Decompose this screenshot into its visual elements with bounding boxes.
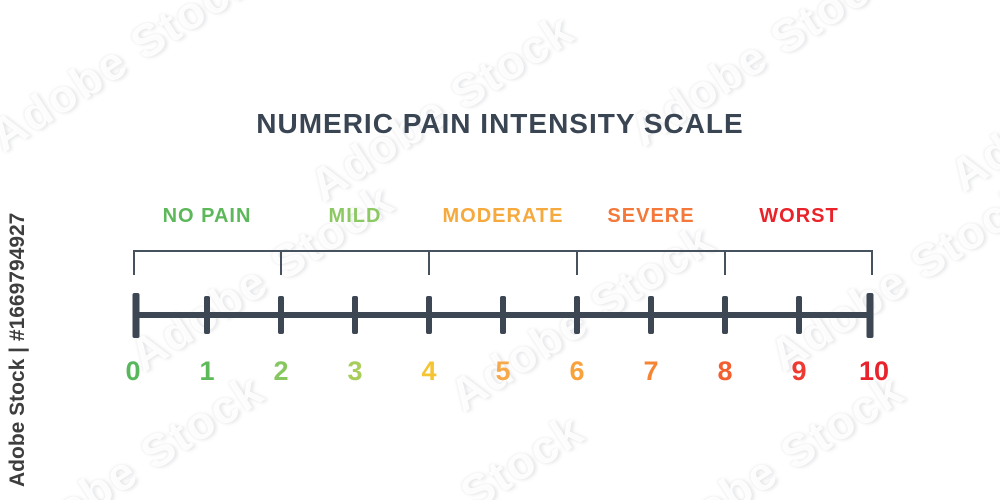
page-title: NUMERIC PAIN INTENSITY SCALE [256, 108, 744, 139]
watermark-tile: Adobe Stock [310, 402, 594, 500]
category-label-worst: WORST [759, 205, 839, 227]
watermark-tile: Adobe Stock [300, 2, 583, 212]
bracket-tick [576, 250, 578, 275]
number-2: 2 [273, 356, 289, 386]
watermark-tile: Adobe Stock [950, 392, 1000, 500]
number-1: 1 [199, 356, 215, 386]
scale-tick-5 [500, 296, 506, 334]
number-6: 6 [569, 356, 585, 386]
scale-tick-8 [722, 296, 728, 334]
number-0: 0 [125, 356, 141, 386]
scale-tick-1 [204, 296, 210, 334]
scale-ruler [132, 288, 874, 346]
number-3: 3 [347, 356, 363, 386]
scale-tick-6 [574, 296, 580, 334]
scale-tick-10 [866, 293, 874, 338]
bracket-tick [133, 250, 135, 275]
number-4: 4 [421, 356, 437, 386]
category-label-severe: SEVERE [607, 205, 695, 227]
scale-tick-2 [278, 296, 284, 334]
watermark-tile: Adobe Stock [940, 0, 1000, 202]
category-label-moderate: MODERATE [442, 205, 564, 227]
scale-tick-9 [796, 296, 802, 334]
number-9: 9 [791, 356, 807, 386]
category-label-no-pain: NO PAIN [162, 205, 252, 227]
number-8: 8 [717, 356, 733, 386]
bracket-tick [428, 250, 430, 275]
watermark-id-label: Adobe Stock | #1669794927 [6, 212, 29, 487]
category-label-mild: MILD [328, 205, 382, 227]
scale-tick-3 [352, 296, 358, 334]
scale-tick-7 [648, 296, 654, 334]
number-7: 7 [643, 356, 659, 386]
range-bracket [133, 250, 873, 278]
bracket-tick [871, 250, 873, 275]
bracket-tick [280, 250, 282, 275]
bracket-tick [724, 250, 726, 275]
number-5: 5 [495, 356, 511, 386]
scale-tick-0 [132, 293, 140, 338]
scale-tick-4 [426, 296, 432, 334]
number-10: 10 [858, 356, 890, 386]
